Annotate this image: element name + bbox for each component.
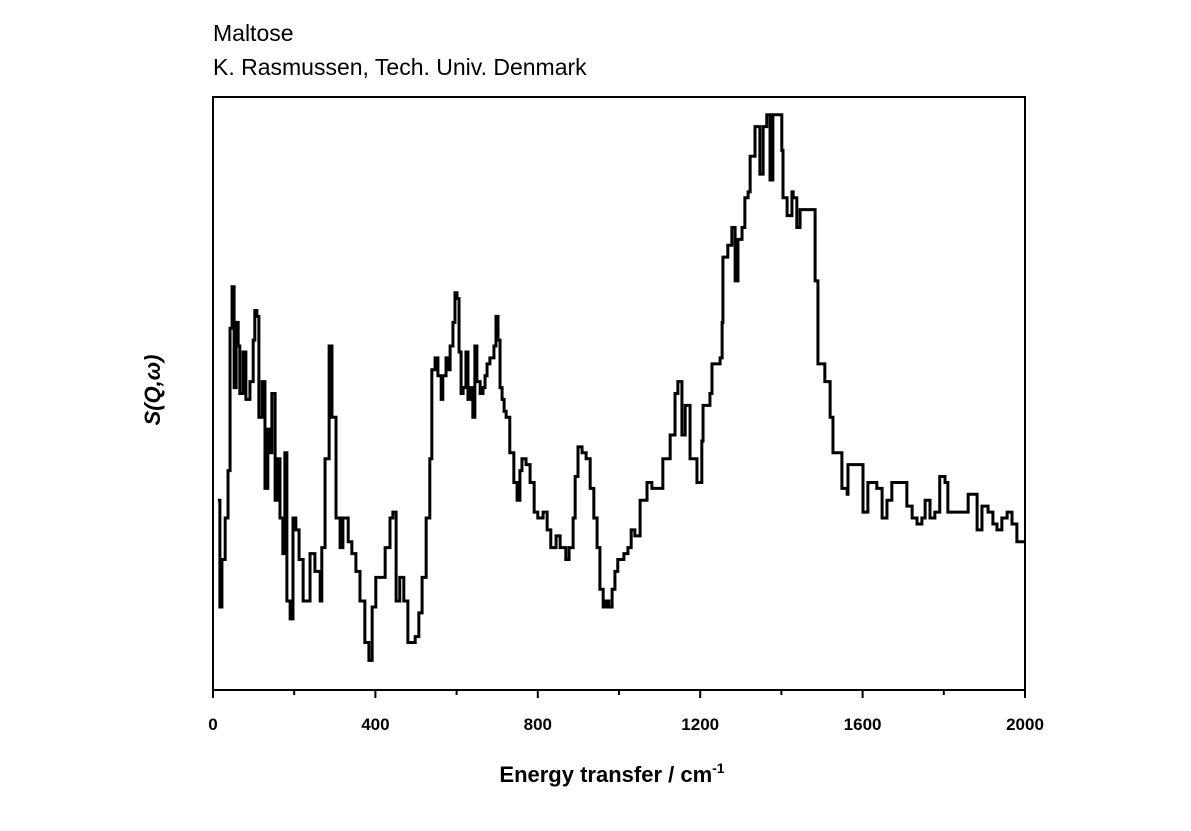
x-tick-label: 1200 xyxy=(681,715,719,734)
x-axis-label-text: Energy transfer / cm xyxy=(499,762,712,787)
x-tick-label: 800 xyxy=(524,715,552,734)
x-axis-label: Energy transfer / cm-1 xyxy=(499,760,724,787)
series-line-maltose xyxy=(217,113,1025,662)
x-tick-label: 2000 xyxy=(1006,715,1044,734)
x-axis-label-superscript: -1 xyxy=(712,760,725,776)
chart-subtitle: K. Rasmussen, Tech. Univ. Denmark xyxy=(213,54,587,80)
x-tick-label: 400 xyxy=(361,715,389,734)
plot-frame xyxy=(212,96,1026,691)
x-tick-label: 1600 xyxy=(844,715,882,734)
x-tick-label: 0 xyxy=(208,715,217,734)
chart-title: Maltose xyxy=(213,20,294,46)
y-axis-label: S(Q,ω) xyxy=(140,355,165,426)
